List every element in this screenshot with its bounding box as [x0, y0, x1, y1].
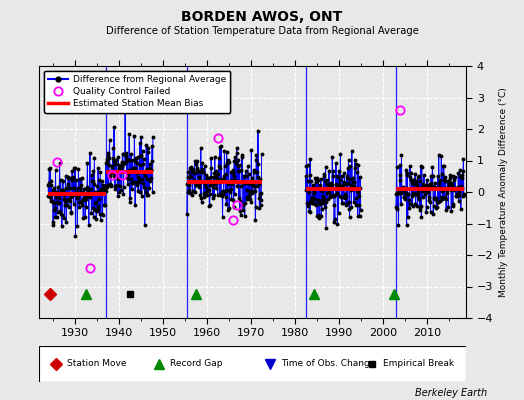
- Text: BORDEN AWOS, ONT: BORDEN AWOS, ONT: [181, 10, 343, 24]
- Text: Berkeley Earth: Berkeley Earth: [415, 388, 487, 398]
- Text: Difference of Station Temperature Data from Regional Average: Difference of Station Temperature Data f…: [105, 26, 419, 36]
- Text: Record Gap: Record Gap: [170, 360, 222, 368]
- Legend: Difference from Regional Average, Quality Control Failed, Estimated Station Mean: Difference from Regional Average, Qualit…: [44, 70, 231, 113]
- Text: Time of Obs. Change: Time of Obs. Change: [280, 360, 375, 368]
- FancyBboxPatch shape: [39, 346, 466, 382]
- Text: Empirical Break: Empirical Break: [383, 360, 454, 368]
- Y-axis label: Monthly Temperature Anomaly Difference (°C): Monthly Temperature Anomaly Difference (…: [499, 87, 508, 297]
- Text: Station Move: Station Move: [67, 360, 127, 368]
